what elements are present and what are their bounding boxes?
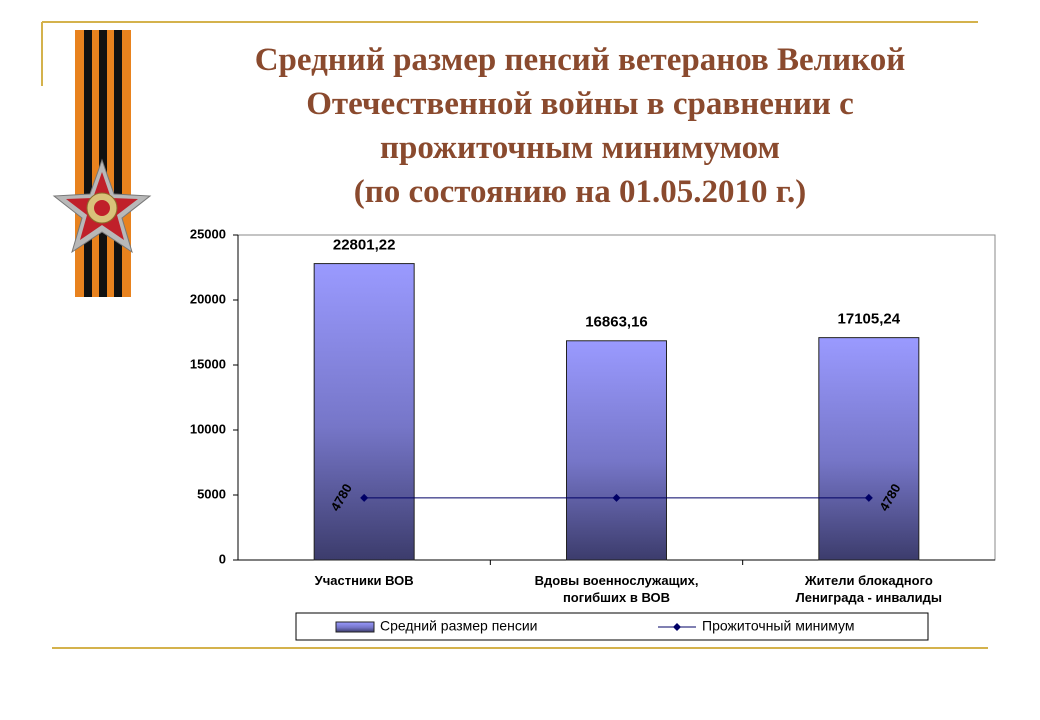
line-marker bbox=[360, 493, 369, 502]
y-tick-label: 10000 bbox=[190, 421, 226, 436]
data-label: 16863,16 bbox=[585, 314, 648, 331]
bar bbox=[818, 337, 920, 561]
y-tick-label: 15000 bbox=[190, 356, 226, 371]
y-tick-label: 0 bbox=[219, 551, 226, 566]
y-tick-label: 25000 bbox=[190, 226, 226, 241]
legend-box bbox=[295, 612, 929, 641]
x-tick-label: Участники ВОВ bbox=[314, 573, 414, 588]
legend-label: Прожиточный минимум bbox=[702, 618, 854, 634]
line-marker bbox=[612, 493, 621, 502]
data-label: 17105,24 bbox=[838, 311, 901, 328]
bar bbox=[313, 263, 415, 561]
bar bbox=[566, 340, 667, 561]
legend-swatch bbox=[673, 623, 681, 631]
line-marker bbox=[864, 493, 873, 502]
decoration bbox=[41, 21, 988, 649]
y-tick-label: 20000 bbox=[190, 291, 226, 306]
legend-label: Средний размер пенсии bbox=[380, 618, 537, 634]
y-tick-label: 5000 bbox=[197, 486, 226, 501]
x-tick-label: Вдовы военнослужащих, погибших в ВОВ bbox=[534, 573, 699, 605]
x-tick-label: Жители блокадного Лениграда - инвалиды bbox=[795, 573, 942, 605]
data-label: 22801,22 bbox=[333, 237, 396, 254]
chart-title: Средний размер пенсий ветеранов Великой … bbox=[254, 42, 906, 210]
legend-swatch bbox=[335, 621, 375, 633]
